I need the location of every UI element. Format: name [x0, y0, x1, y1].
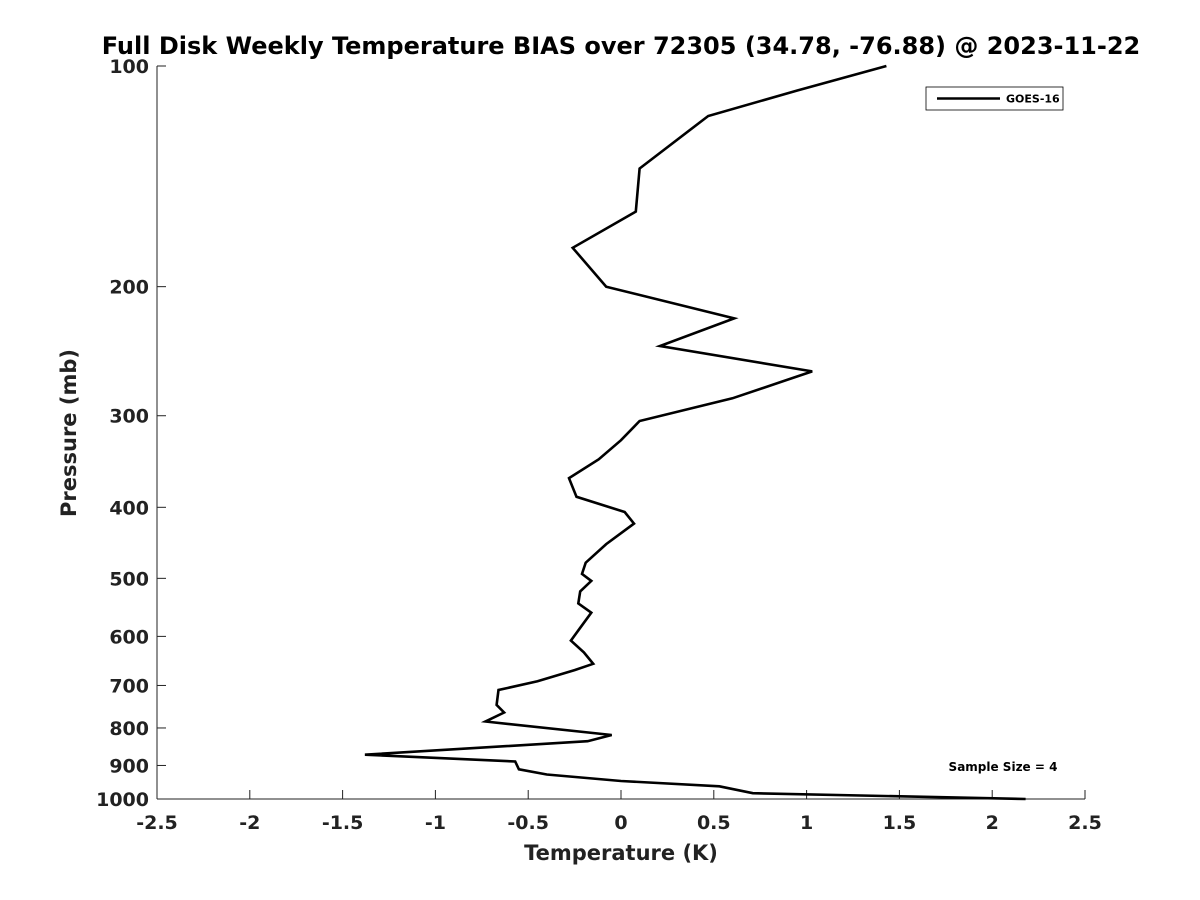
y-tick-label: 300 — [109, 406, 149, 428]
x-tick-label: -1 — [425, 812, 446, 834]
x-tick-label: -2.5 — [136, 812, 178, 834]
y-tick-label: 100 — [109, 56, 149, 78]
legend-label-goes16: GOES-16 — [1006, 93, 1060, 106]
x-tick-label: -2 — [239, 812, 260, 834]
y-tick-label: 400 — [109, 497, 149, 519]
y-axis-ticks: 100 200 300 400 500 600 700 800 900 1000 — [96, 56, 166, 811]
sample-size-annotation: Sample Size = 4 — [949, 760, 1058, 774]
series-group — [364, 64, 1026, 801]
x-tick-label: 0.5 — [697, 812, 731, 834]
y-tick-label: 1000 — [96, 789, 149, 811]
y-tick-label: 700 — [109, 675, 149, 697]
x-tick-label: 1.5 — [883, 812, 917, 834]
x-tick-label: -0.5 — [507, 812, 549, 834]
x-axis-label: Temperature (K) — [524, 841, 718, 865]
x-tick-label: 2 — [986, 812, 999, 834]
legend: GOES-16 — [925, 86, 1064, 111]
y-tick-label: 900 — [109, 755, 149, 777]
x-tick-label: -1.5 — [322, 812, 364, 834]
y-axis-label: Pressure (mb) — [57, 349, 81, 517]
y-tick-label: 800 — [109, 718, 149, 740]
x-tick-label: 2.5 — [1068, 812, 1102, 834]
series-line-goes16 — [364, 64, 1026, 801]
x-axis-ticks: -2.5 -2 -1.5 -1 -0.5 0 0.5 1 1.5 2 2.5 — [136, 790, 1102, 834]
y-tick-label: 600 — [109, 626, 149, 648]
y-tick-label: 200 — [109, 277, 149, 299]
chart-title: Full Disk Weekly Temperature BIAS over 7… — [102, 32, 1141, 60]
x-tick-label: 1 — [800, 812, 813, 834]
x-tick-label: 0 — [614, 812, 627, 834]
y-tick-label: 500 — [109, 568, 149, 590]
